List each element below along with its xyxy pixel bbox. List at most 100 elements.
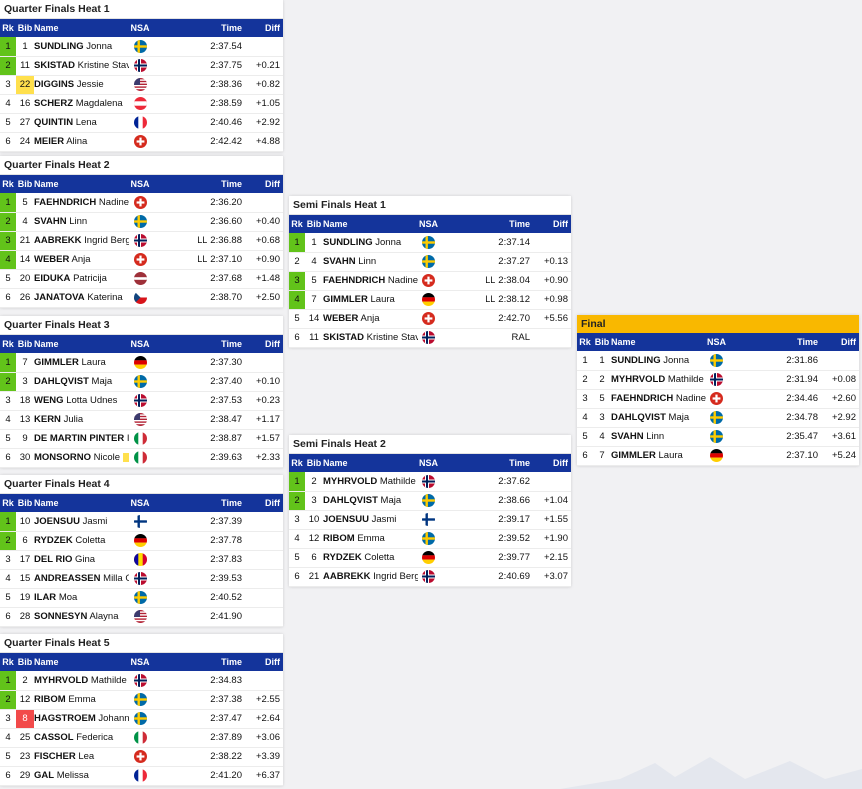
athlete-name-cell[interactable]: ILAR Moa [34,588,129,607]
athlete-last-name[interactable]: FAEHNDRICH [611,393,674,404]
athlete-first-name[interactable]: Laura [81,356,106,368]
athlete-last-name[interactable]: RIBOM [323,533,355,544]
column-header-nsa[interactable]: NSA [418,219,438,229]
athlete-last-name[interactable]: MONSORNO [34,452,91,463]
athlete-first-name[interactable]: Laura [658,450,683,461]
athlete-name-cell[interactable]: MYHRVOLD Mathilde [323,472,418,491]
athlete-name-cell[interactable]: FAEHNDRICH Nadine [34,193,129,212]
column-header-bib[interactable]: Bib [17,339,33,349]
column-header-rk[interactable]: Rk [2,657,14,667]
athlete-last-name[interactable]: WENG [34,395,64,406]
column-header-nsa[interactable]: NSA [130,339,150,349]
table-row[interactable]: 2 2 MYHRVOLD Mathilde 2:31.94 +0.08 [577,370,859,389]
athlete-name-cell[interactable]: JOENSUU Jasmi [323,510,418,529]
athlete-name-cell[interactable]: RYDZEK Coletta [323,548,418,567]
column-header-bib[interactable]: Bib [306,219,322,229]
table-row[interactable]: 1 1 SUNDLING Jonna 2:37.14 [289,233,571,252]
athlete-last-name[interactable]: GAL [34,770,55,781]
athlete-name-cell[interactable]: SONNESYN Alayna [34,607,129,626]
athlete-name-cell[interactable]: AABREKK Ingrid Bergene [323,567,418,586]
athlete-name-cell[interactable]: RYDZEK Coletta [34,531,129,550]
athlete-name-cell[interactable]: FISCHER Lea [34,747,129,766]
table-row[interactable]: 3 5 FAEHNDRICH Nadine 2:34.46 +2.60 [577,389,859,408]
table-row[interactable]: 1 5 FAEHNDRICH Nadine 2:36.20 [0,193,283,212]
athlete-last-name[interactable]: DEL RIO [34,554,73,565]
athlete-name-cell[interactable]: DE MARTIN PINTER Iris [34,429,129,448]
athlete-name-cell[interactable]: JANATOVA Katerina [34,288,129,307]
table-row[interactable]: 5 14 WEBER Anja 2:42.70 +5.56 [289,309,571,328]
athlete-first-name[interactable]: Coletta [75,535,106,546]
column-header-diff[interactable]: Diff [265,498,280,508]
column-header-rk[interactable]: Rk [2,179,14,189]
athlete-last-name[interactable]: FAEHNDRICH [323,275,386,286]
athlete-first-name[interactable]: Lena [75,117,97,128]
column-header-rk[interactable]: Rk [2,23,14,33]
athlete-name-cell[interactable]: MYHRVOLD Mathilde [34,671,129,690]
athlete-last-name[interactable]: GIMMLER [611,450,656,461]
athlete-last-name[interactable]: SKISTAD [34,60,75,71]
athlete-name-cell[interactable]: SUNDLING Jonna [323,233,418,252]
athlete-first-name[interactable]: Federica [76,732,114,743]
athlete-first-name[interactable]: Alina [66,136,88,147]
table-row[interactable]: 5 6 RYDZEK Coletta 2:39.77 +2.15 [289,548,571,567]
table-row[interactable]: 1 1 SUNDLING Jonna 2:31.86 [577,351,859,370]
athlete-first-name[interactable]: Maja [91,376,113,387]
column-header-name[interactable]: Name [323,219,348,229]
column-header-bib[interactable]: Bib [594,337,610,347]
column-header-rk[interactable]: Rk [291,219,303,229]
athlete-last-name[interactable]: SVAHN [323,256,356,267]
athlete-last-name[interactable]: AABREKK [323,571,371,582]
column-header-name[interactable]: Name [34,179,59,189]
athlete-name-cell[interactable]: GIMMLER Laura [323,290,418,309]
athlete-name-cell[interactable]: DIGGINS Jessie [34,75,129,94]
athlete-first-name[interactable]: Iris [127,433,129,444]
athlete-name-cell[interactable]: HAGSTROEM Johanna [34,709,129,728]
athlete-name-cell[interactable]: SVAHN Linn [611,427,706,446]
athlete-name-cell[interactable]: ANDREASSEN Milla Grosb... [34,569,129,588]
athlete-last-name[interactable]: GIMMLER [323,294,368,305]
athlete-first-name[interactable]: Mathilde [379,475,416,487]
athlete-first-name[interactable]: Emma [357,533,385,544]
athlete-first-name[interactable]: Jessie [76,79,104,90]
athlete-first-name[interactable]: Johanna [98,713,129,724]
table-row[interactable]: 2 3 DAHLQVIST Maja 2:38.66 +1.04 [289,491,571,510]
athlete-first-name[interactable]: Coletta [364,552,395,563]
column-header-bib[interactable]: Bib [17,23,33,33]
column-header-time[interactable]: Time [221,498,242,508]
athlete-last-name[interactable]: SVAHN [34,216,67,227]
athlete-first-name[interactable]: Laura [370,294,395,305]
column-header-diff[interactable]: Diff [265,23,280,33]
athlete-first-name[interactable]: Alayna [89,611,119,622]
athlete-name-cell[interactable]: SUNDLING Jonna [611,351,706,370]
athlete-name-cell[interactable]: EIDUKA Patricija [34,269,129,288]
column-header-name[interactable]: Name [34,339,59,349]
athlete-last-name[interactable]: HAGSTROEM [34,713,96,724]
table-row[interactable]: 5 23 FISCHER Lea 2:38.22 +3.39 [0,747,283,766]
athlete-first-name[interactable]: Jonna [375,236,402,248]
athlete-last-name[interactable]: DAHLQVIST [34,376,89,387]
athlete-first-name[interactable]: Anja [360,313,380,324]
table-row[interactable]: 6 7 GIMMLER Laura 2:37.10 +5.24 [577,446,859,465]
athlete-first-name[interactable]: Nicole [93,452,121,463]
column-header-diff[interactable]: Diff [265,179,280,189]
athlete-first-name[interactable]: Emma [68,694,96,705]
athlete-last-name[interactable]: RIBOM [34,694,66,705]
athlete-first-name[interactable]: Milla Grosb... [103,573,129,584]
athlete-first-name[interactable]: Maja [668,412,690,423]
athlete-last-name[interactable]: WEBER [34,254,70,265]
table-row[interactable]: 6 24 MEIER Alina 2:42.42 +4.88 [0,132,283,151]
athlete-name-cell[interactable]: SVAHN Linn [323,252,418,271]
athlete-last-name[interactable]: AABREKK [34,235,82,246]
column-header-nsa[interactable]: NSA [706,337,726,347]
athlete-last-name[interactable]: SVAHN [611,431,644,442]
column-header-diff[interactable]: Diff [265,339,280,349]
table-row[interactable]: 3 17 DEL RIO Gina 2:37.83 [0,550,283,569]
athlete-name-cell[interactable]: WEBER Anja [34,250,129,269]
column-header-name[interactable]: Name [34,23,59,33]
column-header-bib[interactable]: Bib [306,458,322,468]
athlete-last-name[interactable]: MYHRVOLD [323,475,378,487]
athlete-name-cell[interactable]: DAHLQVIST Maja [611,408,706,427]
athlete-last-name[interactable]: SONNESYN [34,611,88,622]
athlete-name-cell[interactable]: GAL Melissa [34,766,129,785]
